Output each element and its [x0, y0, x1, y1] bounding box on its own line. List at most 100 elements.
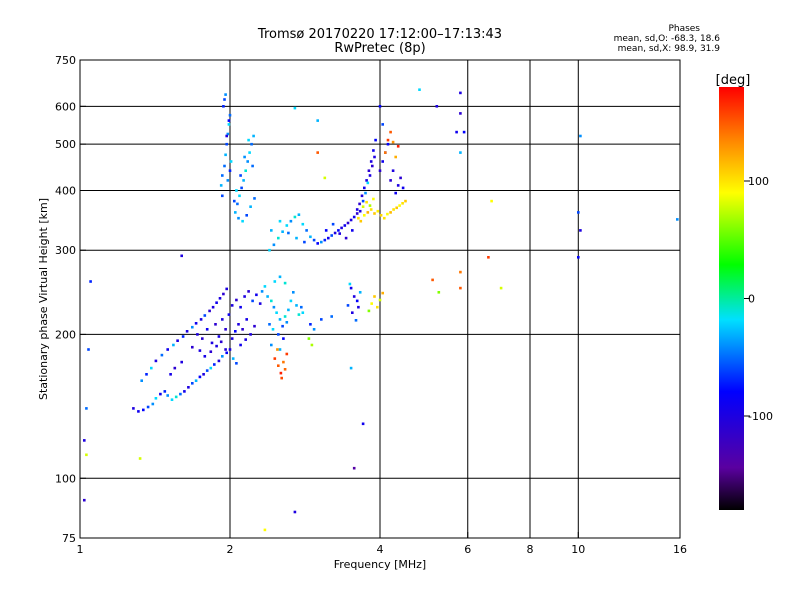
data-point [340, 226, 343, 230]
x-axis-ticks: 1 2 4 6 8 10 16 [77, 532, 687, 556]
data-point [346, 304, 350, 307]
data-point [237, 216, 240, 220]
data-point [150, 366, 153, 370]
data-point [373, 155, 376, 159]
data-point [320, 240, 323, 244]
data-point [283, 368, 287, 371]
data-point [170, 398, 174, 401]
data-point [214, 323, 217, 326]
data-point [287, 308, 290, 312]
data-point [392, 208, 395, 211]
data-point [295, 304, 298, 307]
data-point [213, 363, 216, 366]
data-point [383, 216, 386, 220]
data-point [250, 142, 253, 146]
data-point [145, 373, 148, 376]
data-point [404, 199, 407, 203]
data-point [243, 155, 246, 159]
data-point [297, 213, 301, 216]
data-point [378, 298, 382, 302]
chart-subtitle: RwPretec (8p) [334, 41, 426, 56]
data-point [244, 169, 247, 172]
data-point [293, 106, 297, 110]
data-point [357, 305, 360, 309]
data-point [137, 410, 140, 413]
data-point [399, 176, 402, 180]
data-point [235, 298, 238, 302]
data-point [369, 160, 373, 163]
data-point [357, 216, 360, 220]
data-point [278, 318, 282, 321]
data-point [183, 390, 186, 393]
data-point [435, 105, 439, 108]
data-point [277, 364, 280, 367]
data-point [239, 343, 242, 347]
data-point [287, 231, 290, 235]
data-point [222, 105, 225, 108]
data-point [381, 160, 384, 163]
y-tick-label: 600 [55, 100, 76, 113]
data-point [499, 286, 503, 290]
data-point [273, 357, 277, 360]
phases-x-mode: mean, sd,X: 98.9, 31.9 [617, 44, 720, 54]
data-point [218, 297, 222, 300]
data-point [323, 176, 327, 180]
data-point [276, 348, 279, 351]
data-point [310, 343, 314, 347]
data-point [307, 337, 311, 340]
data-point [160, 353, 164, 357]
colorbar-tick-label: -100 [748, 410, 773, 423]
data-point [247, 290, 250, 293]
phases-heading: Phases [668, 24, 700, 34]
data-point [282, 360, 285, 364]
data-point [324, 229, 328, 232]
data-point [316, 151, 319, 154]
data-point [244, 338, 247, 341]
data-point [226, 132, 230, 136]
data-point [577, 256, 580, 259]
data-point [242, 179, 245, 182]
data-point [225, 134, 228, 138]
data-point [316, 242, 319, 245]
data-point [396, 145, 400, 148]
data-point [138, 457, 142, 460]
data-point [381, 123, 384, 126]
data-point [389, 179, 392, 182]
data-point [371, 164, 374, 168]
data-point [228, 169, 232, 172]
data-point [151, 402, 155, 406]
data-point [270, 299, 273, 303]
data-point [368, 204, 372, 207]
data-point [140, 379, 143, 382]
data-point [209, 366, 213, 370]
data-point [459, 151, 462, 154]
data-point [369, 208, 373, 211]
data-point [283, 281, 287, 285]
data-point [676, 218, 679, 221]
data-point [142, 408, 145, 412]
data-point [209, 350, 213, 353]
data-point [268, 323, 271, 326]
data-point [418, 88, 421, 91]
data-point [386, 138, 390, 142]
data-point [355, 208, 359, 211]
data-point [280, 376, 283, 380]
data-point [367, 169, 371, 172]
data-point [194, 379, 198, 382]
data-point [349, 366, 353, 370]
data-point [87, 348, 90, 351]
x-tick-label: 10 [571, 543, 585, 556]
data-point [219, 340, 223, 344]
data-point [372, 149, 375, 152]
data-point [459, 91, 462, 95]
data-point [338, 232, 341, 235]
colorbar-tick-label: 100 [748, 175, 769, 188]
data-point [283, 315, 287, 318]
data-point [277, 236, 280, 240]
data-point [223, 98, 226, 101]
data-point [278, 275, 282, 279]
data-point [370, 302, 373, 305]
colorbar [719, 87, 744, 510]
data-point [462, 130, 466, 134]
data-point [253, 324, 256, 328]
